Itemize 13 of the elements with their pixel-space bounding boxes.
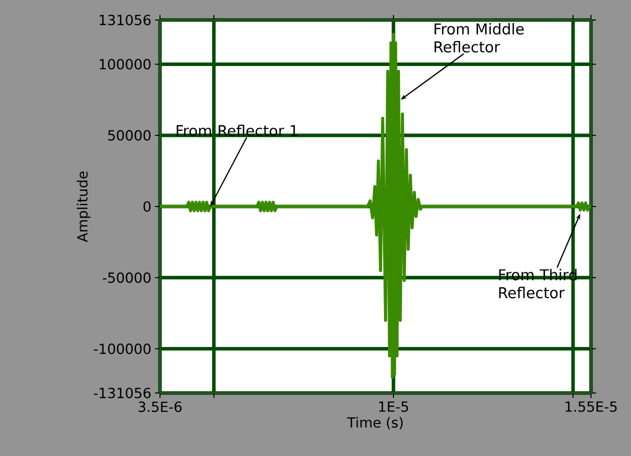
x-tick-label: 3.5E-6 [138, 402, 182, 412]
x-axis-title: Time (s) [347, 416, 403, 430]
x-tick-label: 1E-5 [379, 402, 408, 412]
y-tick-label: -50000 [102, 272, 151, 283]
y-tick-label: 50000 [108, 130, 151, 141]
y-tick-label: -131056 [94, 388, 151, 398]
y-tick-label: 0 [144, 201, 151, 212]
y-axis-title: Amplitude [76, 171, 90, 242]
x-tick-label: 1.55E-5 [566, 402, 617, 412]
y-tick-label: -100000 [94, 344, 151, 354]
y-tick-label: 100000 [100, 58, 151, 70]
annotation: From Middle Reflector [434, 23, 524, 53]
y-tick-label: 131056 [100, 14, 151, 26]
